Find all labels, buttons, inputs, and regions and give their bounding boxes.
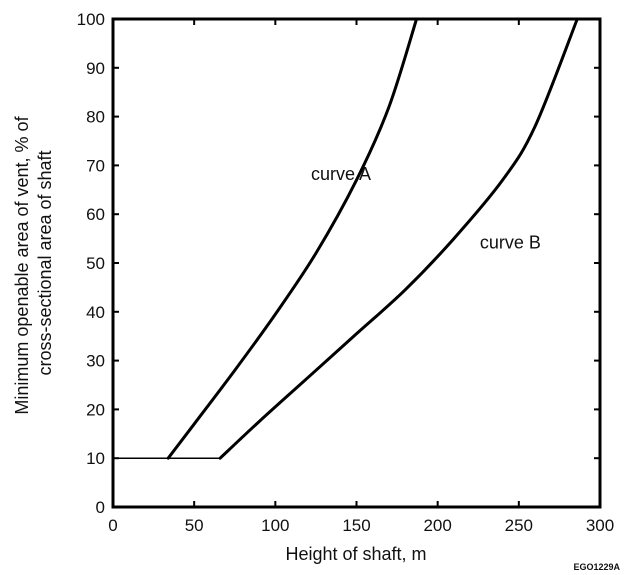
x-tick-label: 100 xyxy=(261,516,289,535)
y-tick-label: 10 xyxy=(86,449,105,468)
y-tick-label: 80 xyxy=(86,108,105,127)
curve-label-b: curve B xyxy=(480,232,541,252)
y-tick-label: 90 xyxy=(86,59,105,78)
y-axis-title-line-2: cross-sectional area of shaft xyxy=(35,150,55,375)
x-tick-label: 300 xyxy=(586,516,614,535)
y-tick-label: 0 xyxy=(96,498,105,517)
x-tick-label: 250 xyxy=(505,516,533,535)
x-axis-title: Height of shaft, m xyxy=(285,544,426,564)
x-tick-label: 200 xyxy=(423,516,451,535)
y-axis-title-line-1: Minimum openable area of vent, % of xyxy=(12,115,32,414)
x-tick-label: 150 xyxy=(342,516,370,535)
y-tick-label: 20 xyxy=(86,400,105,419)
y-tick-label: 50 xyxy=(86,254,105,273)
y-tick-label: 60 xyxy=(86,205,105,224)
x-tick-label: 0 xyxy=(108,516,117,535)
y-tick-label: 70 xyxy=(86,156,105,175)
ticks: 0 50 100 150 200 250 300 0 10 20 30 40 50 60 70 80 90 100 xyxy=(77,10,615,535)
x-tick-label: 50 xyxy=(185,516,204,535)
y-tick-label: 40 xyxy=(86,303,105,322)
y-tick-label: 100 xyxy=(77,10,105,29)
figure-code: EGO1229A xyxy=(573,562,620,572)
curve-label-a: curve A xyxy=(311,164,371,184)
y-axis-title: Minimum openable area of vent, % of cros… xyxy=(12,111,55,414)
y-tick-label: 30 xyxy=(86,352,105,371)
